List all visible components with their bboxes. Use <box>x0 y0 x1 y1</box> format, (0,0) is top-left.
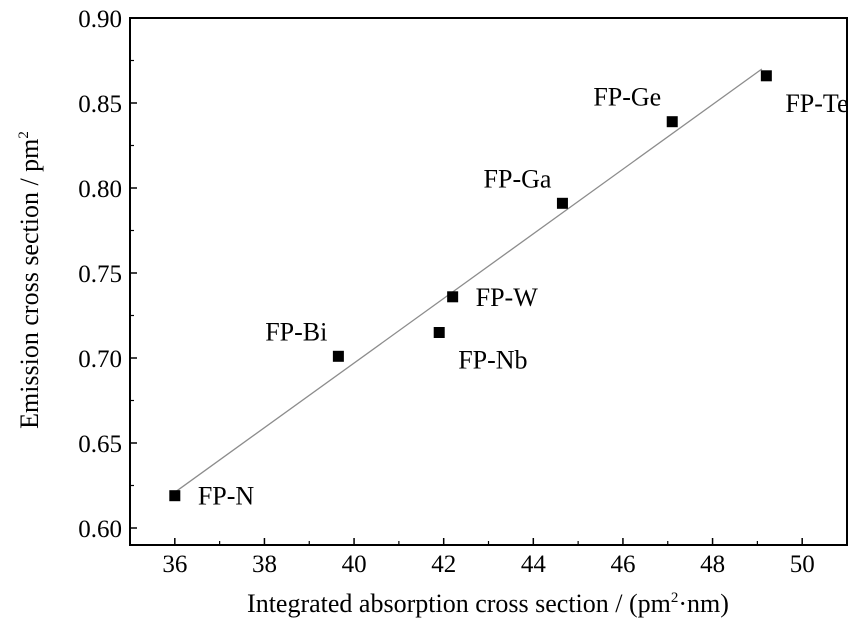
data-point <box>332 350 344 362</box>
plot-frame <box>129 17 848 546</box>
data-point <box>666 116 678 128</box>
y-tick-label: 0.85 <box>78 91 122 118</box>
y-axis-ticks: 0.60 0.65 0.70 0.75 0.80 0.85 0.90 <box>78 6 137 543</box>
y-tick-label: 0.70 <box>78 346 122 373</box>
y-tick-label: 0.60 <box>78 516 122 543</box>
data-point <box>760 70 772 82</box>
x-tick-label: 46 <box>610 551 635 578</box>
data-point <box>433 327 445 338</box>
x-axis-title: Integrated absorption cross section / (p… <box>247 589 729 618</box>
x-tick-label: 38 <box>252 551 277 578</box>
y-tick-label: 0.80 <box>78 176 122 203</box>
fit-line <box>174 68 763 493</box>
point-label: FP-Ga <box>484 164 552 193</box>
x-tick-label: 50 <box>790 551 815 578</box>
x-tick-label: 42 <box>431 551 456 578</box>
point-label: FP-Ge <box>593 83 661 112</box>
x-axis-ticks: 36 38 40 42 44 46 48 50 <box>162 538 815 578</box>
point-label: FP-W <box>476 283 539 312</box>
x-tick-label: 48 <box>700 551 725 578</box>
x-tick-label: 36 <box>162 551 187 578</box>
data-points: FP-N FP-Bi FP-Nb FP-W FP-Ga FP-Ge FP-Te <box>169 70 849 511</box>
y-axis-title: Emission cross section / pm2 <box>15 131 44 429</box>
x-tick-label: 40 <box>342 551 367 578</box>
y-tick-label: 0.65 <box>78 431 122 458</box>
data-point <box>169 490 181 502</box>
point-label: FP-Te <box>785 89 848 118</box>
x-tick-label: 44 <box>521 551 547 578</box>
y-tick-label: 0.90 <box>78 6 122 33</box>
point-label: FP-N <box>198 482 255 511</box>
data-point <box>447 291 459 303</box>
point-label: FP-Nb <box>458 346 527 375</box>
point-label: FP-Bi <box>265 317 327 346</box>
data-point <box>556 197 568 209</box>
y-tick-label: 0.75 <box>78 261 122 288</box>
